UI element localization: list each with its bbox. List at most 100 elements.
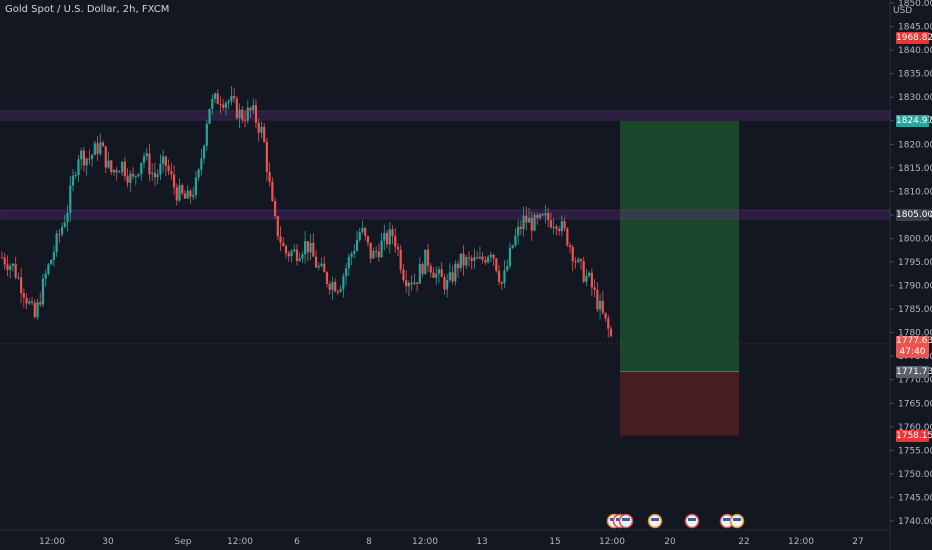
candle-body bbox=[377, 251, 380, 258]
candle-body bbox=[9, 266, 12, 270]
candle-body bbox=[607, 318, 610, 329]
candle-body bbox=[410, 282, 413, 285]
y-tick-label: 1750.00 bbox=[898, 470, 932, 480]
candle-body bbox=[82, 150, 86, 166]
flag-icon-field bbox=[622, 518, 630, 521]
candle-body bbox=[448, 272, 451, 281]
candle-body bbox=[170, 171, 173, 175]
candle-body bbox=[459, 253, 462, 269]
y-tick-label: 1755.00 bbox=[898, 446, 932, 456]
candle-body bbox=[544, 213, 547, 216]
candle-body bbox=[58, 233, 61, 235]
y-tick-label: 1745.00 bbox=[898, 493, 932, 503]
candle-body bbox=[55, 233, 58, 253]
y-tick-label: 1785.00 bbox=[898, 305, 932, 315]
candle-body bbox=[394, 236, 397, 247]
candle-body bbox=[271, 181, 274, 201]
candle-body bbox=[353, 250, 356, 254]
candle-body bbox=[197, 169, 200, 178]
y-tick-label: 1760.00 bbox=[898, 423, 932, 433]
candle-body bbox=[22, 293, 25, 298]
candle-body bbox=[211, 98, 214, 109]
candle-body bbox=[585, 275, 588, 282]
candle-body bbox=[402, 269, 405, 281]
candle-body bbox=[134, 175, 137, 177]
candle-body bbox=[497, 271, 501, 283]
candle-body bbox=[470, 258, 473, 261]
candle-body bbox=[241, 109, 244, 120]
candle-body bbox=[33, 302, 36, 318]
candle-body bbox=[309, 242, 312, 253]
candle-body bbox=[426, 249, 430, 266]
candle-body bbox=[181, 185, 184, 194]
candle-body bbox=[552, 226, 555, 228]
candle-body bbox=[577, 259, 580, 262]
flag-us-icon bbox=[618, 513, 634, 529]
candle-body bbox=[334, 282, 337, 292]
candle-body bbox=[465, 257, 468, 266]
price-tag-last: 1777.63 47:40 bbox=[896, 336, 932, 359]
candle-body bbox=[224, 102, 228, 108]
candle-body bbox=[213, 93, 217, 99]
candle-body bbox=[279, 236, 282, 243]
candle-body bbox=[413, 282, 416, 285]
candle-body bbox=[14, 263, 17, 278]
price-tag-top: 1968.82 bbox=[896, 32, 932, 44]
candle-body bbox=[192, 194, 195, 197]
candle-body bbox=[336, 291, 340, 293]
candle-body bbox=[167, 166, 170, 172]
candle-body bbox=[484, 259, 487, 263]
y-tick-label: 1830.00 bbox=[898, 93, 932, 103]
x-tick-label: 20 bbox=[664, 537, 676, 547]
loss-zone bbox=[620, 371, 739, 436]
candle-body bbox=[533, 215, 536, 231]
candle-body bbox=[131, 173, 135, 177]
candle-body bbox=[287, 253, 290, 257]
candle-body bbox=[282, 242, 285, 246]
candle-body bbox=[101, 142, 105, 147]
candle-body bbox=[273, 200, 277, 216]
candle-body bbox=[558, 228, 561, 232]
candle-body bbox=[407, 282, 411, 287]
candle-body bbox=[121, 161, 124, 172]
candle-body bbox=[500, 282, 503, 284]
candle-body bbox=[66, 213, 69, 223]
candle-body bbox=[17, 277, 20, 279]
flag-icon-field bbox=[723, 518, 731, 521]
y-tick-label: 1815.00 bbox=[898, 164, 932, 174]
candle-body bbox=[473, 257, 476, 261]
candle-body bbox=[164, 156, 167, 167]
candle-body bbox=[541, 214, 544, 216]
candle-body bbox=[222, 104, 225, 108]
candle-body bbox=[36, 302, 39, 318]
candle-body bbox=[293, 249, 296, 252]
profit-zone bbox=[620, 120, 739, 372]
candle-body bbox=[503, 270, 506, 284]
candle-body bbox=[555, 226, 558, 229]
candle-body bbox=[153, 172, 157, 178]
candle-body bbox=[525, 215, 528, 223]
x-tick-label: 12:00 bbox=[412, 537, 438, 547]
candle-body bbox=[151, 172, 154, 175]
candle-body bbox=[527, 217, 531, 223]
candle-body bbox=[276, 215, 279, 237]
currency-label: USD bbox=[893, 6, 913, 16]
price-tag-level: 1805.00 bbox=[896, 208, 932, 221]
candle-body bbox=[358, 232, 361, 240]
x-tick-label: 8 bbox=[366, 537, 372, 547]
candle-body bbox=[115, 169, 118, 173]
candle-body bbox=[200, 158, 203, 170]
candle-body bbox=[93, 143, 96, 155]
candle-body bbox=[323, 263, 326, 273]
candle-body bbox=[194, 177, 197, 195]
candle-body bbox=[579, 259, 583, 262]
candle-body bbox=[11, 263, 15, 267]
x-tick-label: 12:00 bbox=[39, 537, 65, 547]
candle-body bbox=[489, 254, 492, 257]
candle-body bbox=[0, 257, 4, 259]
candle-body bbox=[476, 257, 479, 259]
candle-body bbox=[227, 101, 230, 103]
candle-body bbox=[284, 245, 288, 254]
candle-body bbox=[364, 227, 367, 237]
